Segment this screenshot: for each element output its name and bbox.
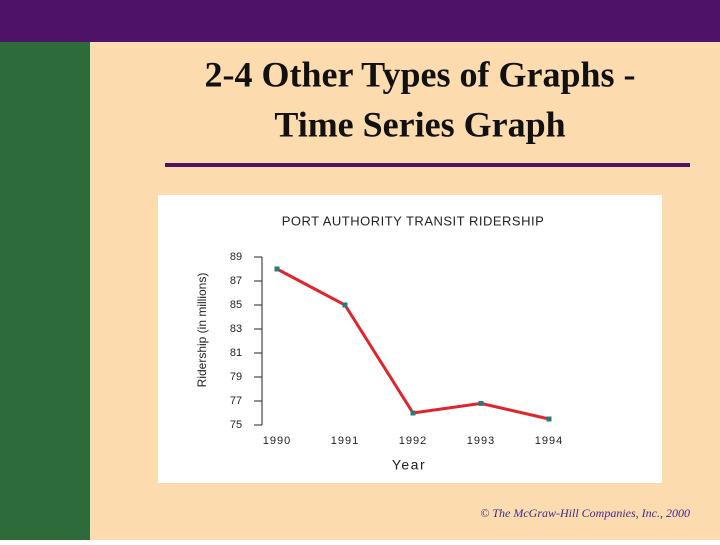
data-point <box>274 266 280 272</box>
chart-panel <box>158 195 662 483</box>
data-point <box>342 302 348 308</box>
x-tick-label: 1992 <box>399 435 427 447</box>
x-tick-label: 1993 <box>467 435 495 447</box>
x-axis-label: Year <box>392 457 426 473</box>
x-tick-label: 1994 <box>535 435 563 447</box>
data-point <box>478 400 484 406</box>
y-tick-label: 89 <box>230 251 242 263</box>
data-point <box>546 416 552 422</box>
slide-title: 2-4 Other Types of Graphs - <box>204 54 635 94</box>
y-tick-label: 83 <box>230 323 242 335</box>
y-tick-label: 85 <box>230 299 242 311</box>
y-tick-label: 79 <box>230 371 242 383</box>
y-axis-label: Ridership (in millions) <box>195 273 209 388</box>
footer: © The McGraw-Hill Companies, Inc., 2000 <box>480 506 690 520</box>
slide-title: Time Series Graph <box>274 104 565 144</box>
y-tick-label: 87 <box>230 275 242 287</box>
side-band <box>0 42 90 540</box>
y-tick-label: 77 <box>230 395 242 407</box>
data-point <box>410 410 416 416</box>
y-tick-label: 81 <box>230 347 242 359</box>
top-band <box>0 0 720 42</box>
chart-title: PORT AUTHORITY TRANSIT RIDERSHIP <box>282 213 545 228</box>
x-tick-label: 1990 <box>263 435 291 447</box>
y-tick-label: 75 <box>230 419 242 431</box>
x-tick-label: 1991 <box>331 435 359 447</box>
